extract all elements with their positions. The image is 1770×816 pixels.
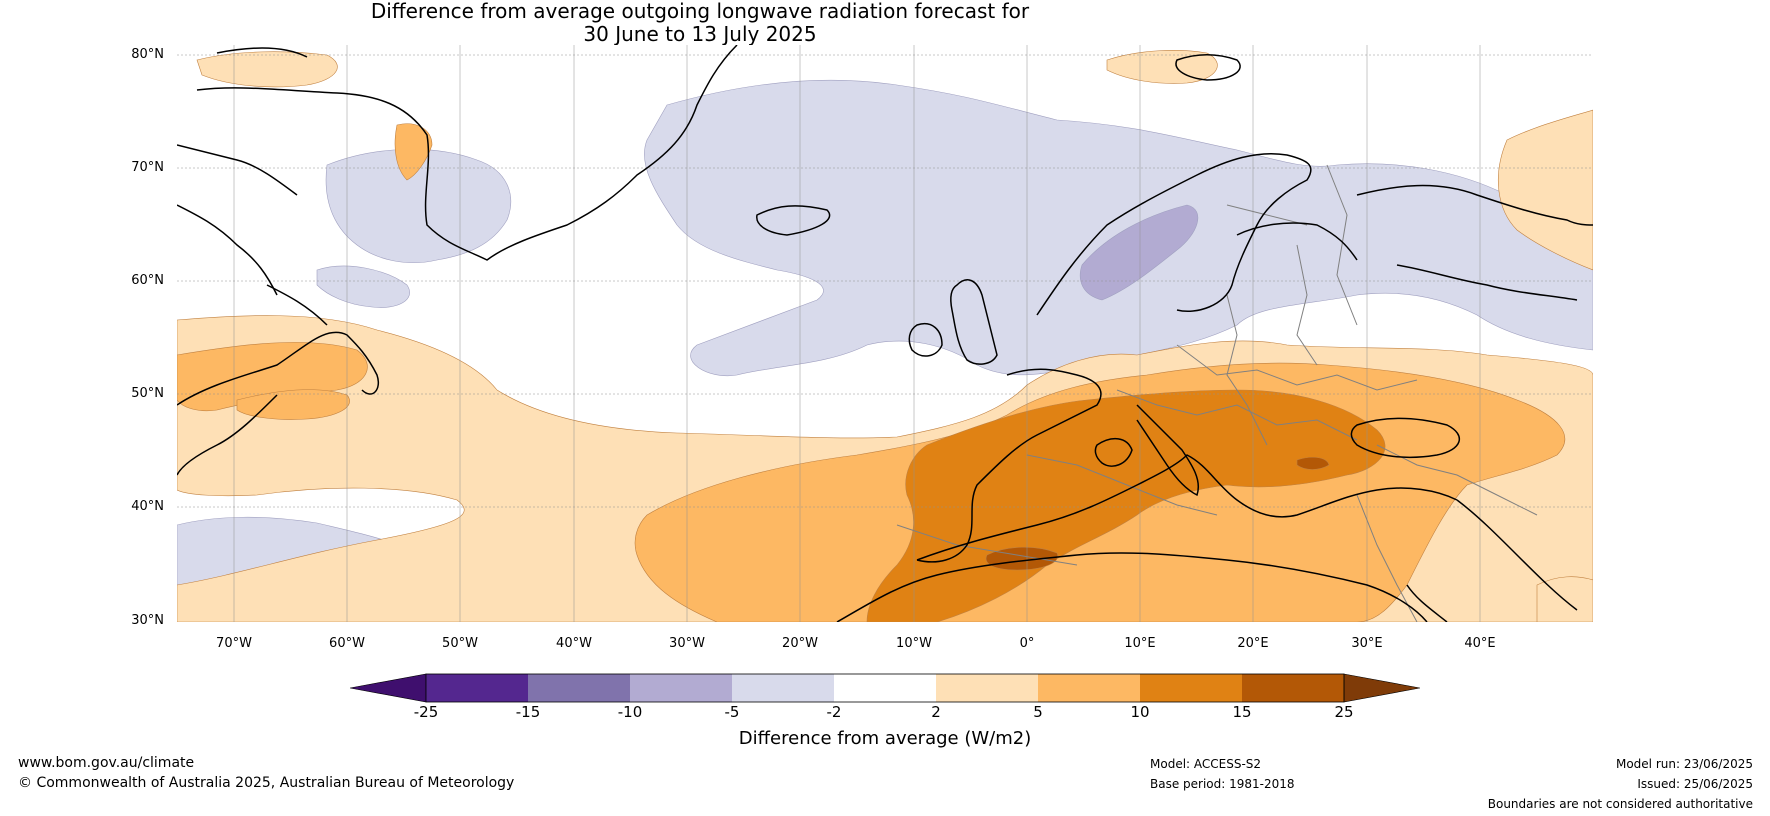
lon-label-10e: 10°E [1124,636,1156,651]
anomaly-map [177,45,1593,622]
region-pos-svalbard [1106,50,1218,84]
coast-scandinavia [1036,152,1358,316]
colorbar-tick: 2 [931,703,941,721]
colorbar-extend-max [1343,673,1420,703]
colorbar-tick: 10 [1130,703,1150,721]
region-neg-norway [1079,204,1199,301]
coast-europe-west [916,368,1102,563]
lat-label-30n: 30°N [131,613,164,628]
region-pos-arctic [1498,109,1593,271]
lon-label-40e: 40°E [1464,636,1496,651]
model-name: Model: ACCESS-S2 [1150,757,1262,771]
region-pos-balkans-strong [1296,456,1330,470]
coastlines [177,45,1593,622]
lon-label-50w: 50°W [442,636,478,651]
lon-label-0: 0° [1019,636,1035,651]
region-pos-labrador-medium [177,342,368,412]
coast-mediterranean [916,438,1458,561]
coast-canada-east [177,284,379,476]
colorbar-bin-4 [732,674,834,702]
colorbar-bin-8 [1140,674,1242,702]
lon-label-30e: 30°E [1351,636,1383,651]
colorbar-tick: -25 [413,703,439,721]
lat-label-50n: 50°N [131,386,164,401]
coast-british-isles [908,279,998,365]
lon-label-60w: 60°W [329,636,365,651]
colorbar [350,673,1420,703]
region-pos-greenland-north [196,51,338,88]
coast-north-africa [836,552,1428,622]
colorbar-tick: -2 [826,703,842,721]
lon-label-70w: 70°W [216,636,252,651]
meridians [233,45,1481,622]
title-line-1: Difference from average outgoing longwav… [370,0,1030,23]
boundaries-disclaimer: Boundaries are not considered authoritat… [1487,797,1753,811]
graticule [177,45,1593,622]
country-borders [896,164,1538,622]
map-title: Difference from average outgoing longwav… [0,0,1400,46]
colorbar-bin-1 [426,674,528,702]
parallels [177,54,1593,508]
lat-label-80n: 80°N [131,47,164,62]
title-line-2: 30 June to 13 July 2025 [583,22,817,46]
colorbar-label: Difference from average (W/m2) [738,728,1032,749]
colorbar-tick: -15 [515,703,541,721]
coast-canada-north [177,144,298,296]
lat-label-60n: 60°N [131,273,164,288]
coast-svalbard [1175,54,1241,81]
lon-label-30w: 30°W [669,636,705,651]
colorbar-bin-9 [1242,674,1344,702]
coast-italy [1136,404,1199,497]
map-canvas [177,45,1593,622]
model-run-date: Model run: 23/06/2025 [1615,757,1753,771]
colorbar-tick: 5 [1033,703,1043,721]
base-period: Base period: 1981-2018 [1150,777,1295,791]
issued-date: Issued: 25/06/2025 [1637,777,1753,791]
lat-label-70n: 70°N [131,160,164,175]
lon-label-10w: 10°W [896,636,932,651]
colorbar-tick: 15 [1232,703,1252,721]
colorbar-bin-6 [936,674,1038,702]
lat-label-40n: 40°N [131,499,164,514]
website-link[interactable]: www.bom.gov.au/climate [18,755,195,771]
region-neg-north-atlantic [644,79,1593,377]
region-neg-labrador [325,149,511,263]
coast-middle-east [1406,499,1578,622]
coast-russia-north [1356,184,1593,301]
colorbar-tick: 25 [1334,703,1354,721]
lon-label-40w: 40°W [556,636,592,651]
colorbar-bin-7 [1038,674,1140,702]
colorbar-bin-2 [528,674,630,702]
coast-greenland [196,45,738,261]
colorbar-bin-5 [834,674,936,702]
colorbar-bin-3 [630,674,732,702]
colorbar-extend-min [350,673,427,703]
region-neg-canada-east [316,265,410,308]
colorbar-tick: -10 [617,703,643,721]
coast-iceland [756,205,831,236]
lon-label-20e: 20°E [1237,636,1269,651]
copyright-notice: © Commonwealth of Australia 2025, Austra… [18,775,515,791]
region-pos-labrador-medium-2 [236,389,350,420]
colorbar-tick: -5 [724,703,740,721]
coast-black-sea [1350,417,1460,459]
lon-label-20w: 20°W [782,636,818,651]
